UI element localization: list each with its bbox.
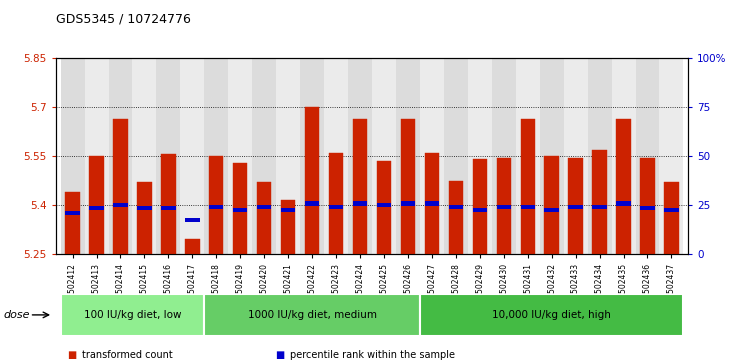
Bar [449,205,463,209]
Bar [109,58,132,254]
Text: ■: ■ [275,350,284,360]
Bar [300,58,324,254]
Bar [113,203,128,207]
Bar [276,58,300,254]
Bar [113,118,128,254]
Bar [348,58,372,254]
Bar [545,156,559,254]
Bar [89,206,103,211]
Bar [545,208,559,212]
Bar [65,192,80,254]
Text: 10,000 IU/kg diet, high: 10,000 IU/kg diet, high [493,310,611,320]
Text: ■: ■ [67,350,76,360]
Bar [444,58,468,254]
Text: GDS5345 / 10724776: GDS5345 / 10724776 [56,13,190,26]
Bar [396,58,420,254]
Bar [329,205,343,209]
Bar [568,158,583,254]
Bar [353,201,368,205]
Bar [472,208,487,212]
Bar [209,156,223,254]
Text: transformed count: transformed count [82,350,173,360]
Bar [449,180,463,254]
Bar [420,58,444,254]
Bar [185,218,199,222]
Bar [180,58,205,254]
Bar [492,58,516,254]
FancyBboxPatch shape [205,294,420,336]
Bar [425,201,439,205]
Text: 100 IU/kg diet, low: 100 IU/kg diet, low [84,310,182,320]
Bar [496,205,511,209]
Bar [305,201,319,205]
Bar [329,153,343,254]
Bar [85,58,109,254]
Bar [401,201,415,205]
Bar [156,58,180,254]
Bar [641,206,655,211]
Bar [659,58,684,254]
Bar [252,58,276,254]
Bar [233,208,248,212]
Bar [137,206,152,211]
Bar [641,158,655,254]
Text: percentile rank within the sample: percentile rank within the sample [290,350,455,360]
Bar [425,153,439,254]
Bar [233,163,248,254]
Bar [592,150,607,254]
Bar [401,118,415,254]
Text: dose: dose [4,310,31,320]
Bar [257,182,272,254]
Bar [161,206,176,211]
Text: 1000 IU/kg diet, medium: 1000 IU/kg diet, medium [248,310,376,320]
Bar [612,58,635,254]
Bar [281,208,295,212]
Bar [664,182,679,254]
Bar [496,158,511,254]
Bar [376,203,391,207]
Bar [324,58,348,254]
Bar [588,58,612,254]
Bar [468,58,492,254]
Bar [305,107,319,254]
Bar [516,58,539,254]
Bar [564,58,588,254]
Bar [353,118,368,254]
Bar [132,58,156,254]
Bar [205,58,228,254]
Bar [209,205,223,209]
Bar [281,200,295,254]
Bar [539,58,564,254]
Bar [616,118,631,254]
Bar [137,182,152,254]
Bar [257,205,272,209]
Bar [161,154,176,254]
Bar [568,205,583,209]
Bar [521,118,535,254]
Bar [89,156,103,254]
Bar [664,208,679,212]
Bar [616,201,631,205]
Bar [65,211,80,215]
Bar [228,58,252,254]
Bar [60,58,85,254]
Bar [472,159,487,254]
Bar [376,161,391,254]
Bar [372,58,396,254]
FancyBboxPatch shape [60,294,205,336]
Bar [592,205,607,209]
Bar [635,58,659,254]
Bar [521,205,535,209]
Bar [185,239,199,254]
FancyBboxPatch shape [420,294,684,336]
